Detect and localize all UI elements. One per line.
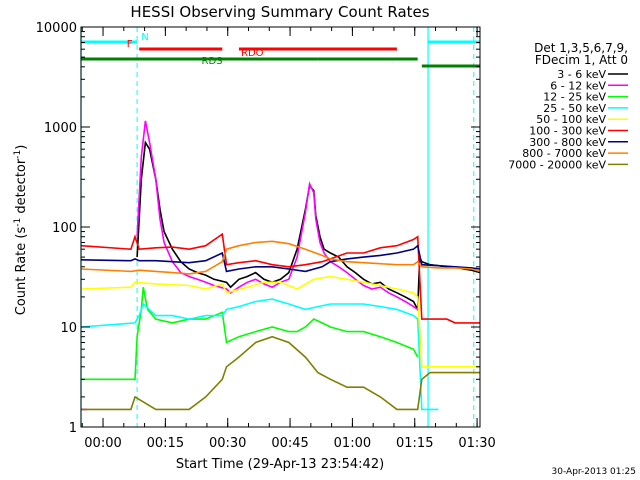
y-tick-label-4: 10000 xyxy=(36,21,77,36)
legend-label-1: 6 - 12 keV xyxy=(550,79,606,92)
x-tick-label-3: 00:45 xyxy=(271,436,308,451)
x-tick-label-1: 00:15 xyxy=(147,436,184,451)
plot-area: NF RDO RDS 1 10 100 1000 10000 00:00 00:15 00:30 00… xyxy=(36,21,496,451)
flag-label-n: N xyxy=(141,32,148,43)
y-tick-label-3: 1000 xyxy=(44,121,77,136)
series-line-2 xyxy=(81,287,419,381)
y-axis-label: Count Rate (s-1 detector-1) xyxy=(13,145,29,316)
y-tick-label-1: 10 xyxy=(60,321,77,336)
flag-label-rdo: RDO xyxy=(241,48,264,59)
legend-label-5: 100 - 300 keV xyxy=(529,125,606,138)
legend: Det 1,3,5,6,7,9, FDecim 1, Att 0 3 - 6 k… xyxy=(508,41,628,171)
x-tick-label-2: 00:30 xyxy=(209,436,246,451)
legend-header-2: FDecim 1, Att 0 xyxy=(535,53,628,67)
legend-label-4: 50 - 100 keV xyxy=(536,113,606,126)
flag-label-f: F xyxy=(127,39,133,50)
flag-label-rds: RDS xyxy=(202,56,223,67)
x-tick-label-4: 01:00 xyxy=(334,436,371,451)
x-tick-label-0: 00:00 xyxy=(84,436,121,451)
series-line-6 xyxy=(81,244,480,273)
legend-label-7: 800 - 7000 keV xyxy=(522,147,606,160)
x-tick-label-6: 01:30 xyxy=(458,436,495,451)
series-line-4 xyxy=(81,275,480,368)
legend-label-8: 7000 - 20000 keV xyxy=(508,158,606,171)
legend-label-6: 300 - 800 keV xyxy=(529,136,606,149)
y-tick-label-2: 100 xyxy=(52,221,77,236)
legend-header-1: Det 1,3,5,6,7,9, xyxy=(534,41,628,55)
x-axis-label: Start Time (29-Apr-13 23:54:42) xyxy=(176,457,384,472)
series-line-3 xyxy=(81,298,439,411)
chart-title: HESSI Observing Summary Count Rates xyxy=(130,3,429,21)
series-line-7 xyxy=(81,240,480,275)
series-line-5 xyxy=(81,232,480,324)
series-line-1 xyxy=(81,120,419,411)
y-tick-label-0: 1 xyxy=(69,421,77,436)
legend-label-2: 12 - 25 keV xyxy=(543,91,606,104)
legend-label-3: 25 - 50 keV xyxy=(543,102,606,115)
footer-date: 30-Apr-2013 01:25 xyxy=(552,467,636,477)
series-line-8 xyxy=(81,335,480,411)
x-tick-label-5: 01:15 xyxy=(396,436,433,451)
legend-label-0: 3 - 6 keV xyxy=(557,68,606,81)
